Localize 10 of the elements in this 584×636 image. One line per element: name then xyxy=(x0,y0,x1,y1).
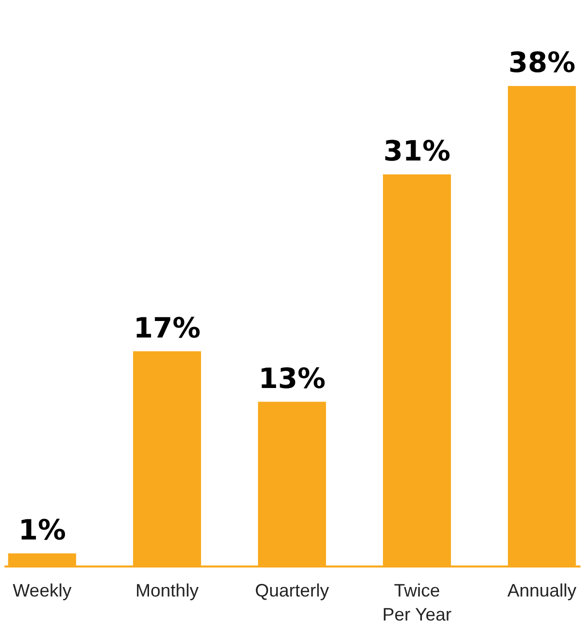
data-label: 17% xyxy=(134,311,201,344)
x-tick-label: Weekly xyxy=(12,580,72,600)
data-label: 13% xyxy=(258,362,326,395)
x-tick-label: Quarterly xyxy=(254,580,330,600)
data-label: 31% xyxy=(383,134,450,168)
x-tick-label: Annually xyxy=(507,580,576,600)
data-label: 1% xyxy=(18,513,66,546)
x-tick-label: Monthly xyxy=(136,580,199,600)
x-tick-label: Twice Per Year xyxy=(382,580,452,624)
data-label: 38% xyxy=(508,46,576,79)
